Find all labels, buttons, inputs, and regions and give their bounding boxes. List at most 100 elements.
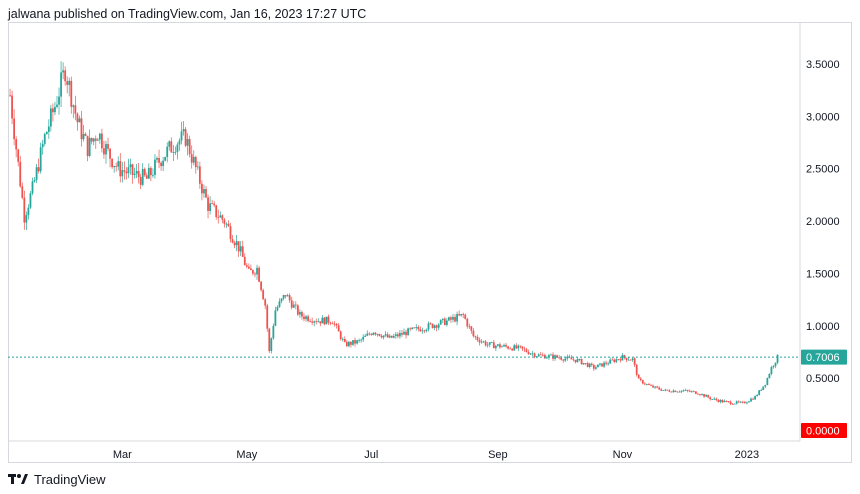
candle-body: [364, 335, 367, 337]
candle-body: [411, 327, 414, 330]
candle-body: [288, 295, 291, 301]
candle-body: [594, 367, 597, 369]
candle-body: [488, 342, 491, 345]
candle-body: [766, 378, 769, 385]
candle-body: [315, 321, 318, 323]
candle-body: [350, 341, 352, 345]
candle-body: [368, 333, 371, 335]
candle-body: [611, 359, 614, 361]
candle-body: [196, 166, 199, 168]
candle-body: [201, 183, 203, 194]
candle-body: [29, 193, 32, 208]
candle-body: [35, 167, 38, 181]
candle-body: [758, 390, 761, 396]
candle-body: [743, 401, 746, 404]
candle-body: [117, 161, 120, 167]
candle-body: [270, 338, 273, 352]
candle-body: [492, 342, 495, 349]
candle-body: [276, 306, 279, 311]
candle-body: [511, 348, 514, 351]
candle-body: [319, 321, 322, 324]
candle-body: [62, 70, 65, 73]
candle-body: [56, 104, 58, 107]
candle-body: [392, 335, 395, 338]
zero-price-badge: 0.0000: [801, 423, 847, 439]
candle-body: [198, 166, 201, 184]
candle-body: [635, 364, 638, 375]
candle-body: [735, 401, 738, 404]
candle-body: [439, 320, 442, 325]
candle-body: [235, 241, 238, 246]
candle-body: [239, 246, 242, 252]
footer-branding[interactable]: TradingView: [8, 470, 106, 488]
candle-body: [656, 386, 659, 388]
candle-body: [394, 334, 397, 336]
candle-body: [399, 332, 401, 337]
candle-body: [109, 148, 111, 159]
candle-body: [325, 316, 328, 325]
candle-body: [527, 352, 530, 355]
candle-body: [282, 295, 285, 299]
candle-body: [746, 402, 748, 404]
candle-body: [776, 354, 779, 363]
candle-body: [576, 359, 579, 363]
candle-body: [68, 80, 71, 85]
candle-body: [390, 335, 393, 338]
candle-body: [468, 326, 471, 328]
candle-body: [19, 161, 22, 187]
candle-body: [176, 144, 179, 152]
candle-body: [66, 81, 69, 85]
candle-body: [558, 357, 561, 359]
candle-body: [317, 321, 320, 323]
candle-body: [133, 173, 136, 175]
candle-body: [376, 333, 379, 335]
candle-body: [409, 328, 412, 330]
candle-body: [625, 357, 628, 361]
candle-body: [592, 364, 595, 369]
x-tick-label: Jul: [364, 449, 378, 461]
x-tick-label: Nov: [613, 449, 633, 461]
candle-body: [305, 316, 307, 320]
candle-body: [158, 158, 160, 163]
candle-body: [756, 395, 759, 397]
candle-body: [247, 266, 250, 269]
candle-body: [572, 359, 575, 361]
candle-body: [760, 389, 763, 391]
candle-body: [96, 139, 99, 141]
candle-body: [619, 359, 622, 361]
candle-body: [382, 335, 385, 338]
candle-body: [680, 390, 683, 392]
candle-body: [125, 171, 128, 174]
candle-body: [623, 355, 626, 358]
candle-body: [419, 329, 422, 332]
candle-body: [147, 167, 150, 179]
candle-body: [184, 129, 187, 146]
candle-body: [770, 367, 773, 374]
candle-body: [272, 325, 275, 339]
candle-body: [54, 106, 56, 113]
candle-body: [139, 177, 142, 185]
candle-body: [605, 362, 607, 364]
candle-body: [762, 386, 765, 390]
candle-body: [503, 344, 505, 347]
candle-body: [539, 354, 542, 356]
candle-body: [713, 398, 716, 400]
candle-body: [417, 326, 420, 330]
candle-body: [660, 389, 663, 391]
candle-body: [213, 203, 216, 206]
candle-body: [290, 300, 293, 308]
candle-body: [752, 398, 754, 400]
candle-body: [131, 164, 134, 175]
candle-body: [237, 241, 240, 252]
candle-body: [143, 168, 146, 176]
candle-body: [472, 330, 475, 337]
x-tick-label: May: [236, 449, 257, 461]
candle-body: [648, 384, 650, 385]
candle-body: [499, 344, 501, 348]
candle-body: [523, 348, 526, 350]
candle-body: [494, 345, 497, 349]
candle-body: [764, 384, 767, 387]
candle-body: [725, 400, 728, 402]
candle-body: [501, 346, 503, 348]
